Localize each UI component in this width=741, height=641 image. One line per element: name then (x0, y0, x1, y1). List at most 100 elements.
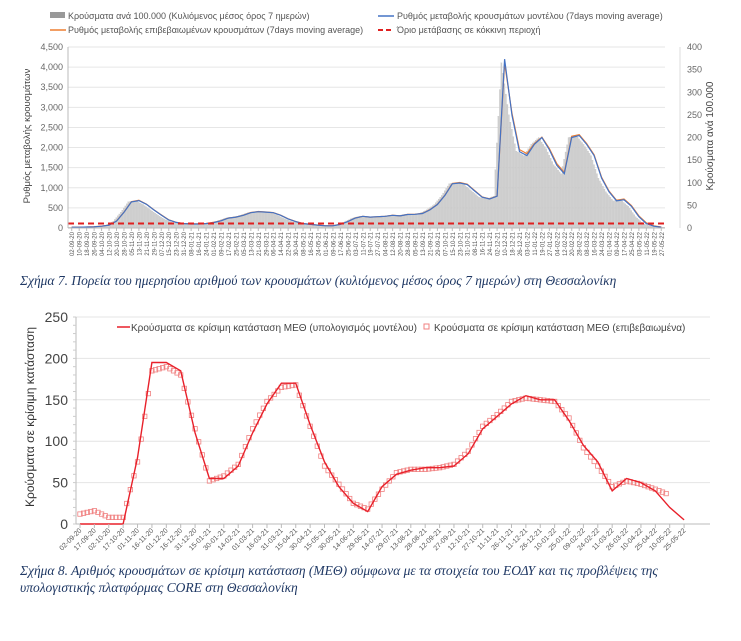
bar (233, 216, 235, 229)
bar (549, 158, 552, 229)
x-tick-label: 13-03-21 (249, 231, 255, 256)
bar (417, 213, 419, 229)
x-tick-label: 17-06-21 (339, 231, 345, 256)
bar (370, 216, 373, 229)
bar (626, 204, 628, 229)
bar (412, 214, 415, 229)
x-tick-label: 12-10-20 (108, 231, 114, 256)
bar (382, 215, 385, 229)
y-tick-label: 250 (45, 309, 69, 325)
bar (541, 141, 543, 229)
x-tick-label: 27-07-21 (376, 231, 382, 256)
data-point-confirmed (429, 465, 435, 472)
bar (576, 136, 579, 229)
x-tick-label: 04-02-22 (555, 231, 561, 256)
bar (188, 223, 191, 229)
data-point-confirmed (109, 514, 115, 520)
bar (476, 195, 479, 229)
bar (114, 219, 116, 229)
data-point-confirmed (152, 367, 159, 373)
x-tick-label: 26-12-21 (518, 231, 524, 256)
x-tick-label: 19-07-21 (369, 231, 375, 256)
bar (363, 216, 365, 229)
x-tick-label: 19-01-22 (540, 231, 546, 256)
x-tick-label: 11-07-21 (361, 231, 367, 255)
bar (515, 150, 518, 229)
bar (415, 213, 418, 229)
data-point-confirmed (84, 509, 90, 516)
bar (242, 214, 244, 229)
bar (614, 200, 616, 229)
data-point-confirmed (120, 514, 126, 520)
x-tick-label: 18-12-21 (511, 231, 517, 256)
y-tick-label-left: 1,000 (40, 183, 63, 193)
bar (420, 212, 422, 229)
bar (593, 164, 595, 229)
bar (454, 182, 456, 229)
bar (463, 184, 465, 229)
bar (536, 138, 538, 229)
bar (432, 205, 434, 229)
x-tick-label: 15-10-21 (451, 231, 457, 256)
x-tick-label: 05-09-21 (414, 231, 420, 256)
bar (572, 136, 574, 229)
y-tick-label-left: 4,000 (40, 62, 63, 72)
data-point-confirmed (106, 514, 112, 520)
x-tick-label: 20-08-21 (399, 231, 405, 256)
bar (278, 215, 280, 229)
bar (411, 214, 413, 229)
y-tick-label-right: 350 (687, 65, 702, 75)
bar (579, 140, 582, 229)
x-tick-label: 22-04-21 (287, 231, 293, 256)
bar (247, 212, 249, 229)
bar (585, 148, 588, 229)
x-tick-label: 15-12-20 (167, 231, 173, 256)
bar (596, 173, 598, 229)
bar (464, 185, 467, 229)
data-point-confirmed (350, 500, 356, 506)
data-point-confirmed (372, 496, 378, 502)
x-tick-label: 04-10-20 (100, 231, 106, 256)
bar (264, 212, 267, 229)
bar (500, 62, 503, 229)
bar (544, 146, 546, 229)
x-tick-label: 23-12-20 (175, 231, 181, 256)
x-tick-label: 25-06-21 (346, 231, 352, 256)
y-tick-label-right: 200 (687, 133, 702, 143)
x-tick-label: 01-04-22 (608, 231, 614, 256)
bar (426, 209, 428, 229)
x-tick-label: 05-11-20 (130, 231, 136, 255)
bar (630, 210, 632, 229)
x-tick-label: 02-12-21 (496, 231, 502, 256)
y-tick-label: 200 (45, 350, 69, 366)
bar (561, 166, 564, 229)
legend: Κρούσματα ανά 100.000 (Κυλιόμενος μέσος … (50, 11, 663, 35)
bar (239, 215, 241, 229)
bar (408, 214, 410, 229)
bar (254, 211, 256, 229)
x-tick-label: 31-12-20 (182, 231, 188, 256)
legend-label-model: Ρυθμός μεταβολής κρουσμάτων μοντέλου (7d… (397, 11, 663, 21)
bar (360, 216, 362, 229)
bar (555, 168, 558, 229)
bar (503, 83, 506, 229)
bar (558, 171, 561, 229)
bar (376, 216, 379, 229)
y-tick-label-left: 0 (58, 223, 63, 233)
bar (484, 198, 486, 229)
bar (294, 222, 297, 229)
bar (303, 223, 306, 229)
x-tick-label: 07-12-20 (160, 231, 166, 256)
x-tick-label: 11-01-22 (533, 231, 539, 255)
x-tick-label: 06-04-21 (272, 231, 278, 256)
data-point-confirmed (102, 513, 108, 519)
x-tick-label: 19-05-22 (652, 231, 658, 256)
bar (378, 216, 380, 229)
bar (381, 216, 383, 229)
data-point-confirmed (98, 511, 105, 517)
bar (532, 142, 534, 229)
data-point-confirmed (95, 509, 101, 516)
bar (157, 215, 159, 229)
bar (388, 215, 391, 229)
bar (461, 184, 464, 229)
